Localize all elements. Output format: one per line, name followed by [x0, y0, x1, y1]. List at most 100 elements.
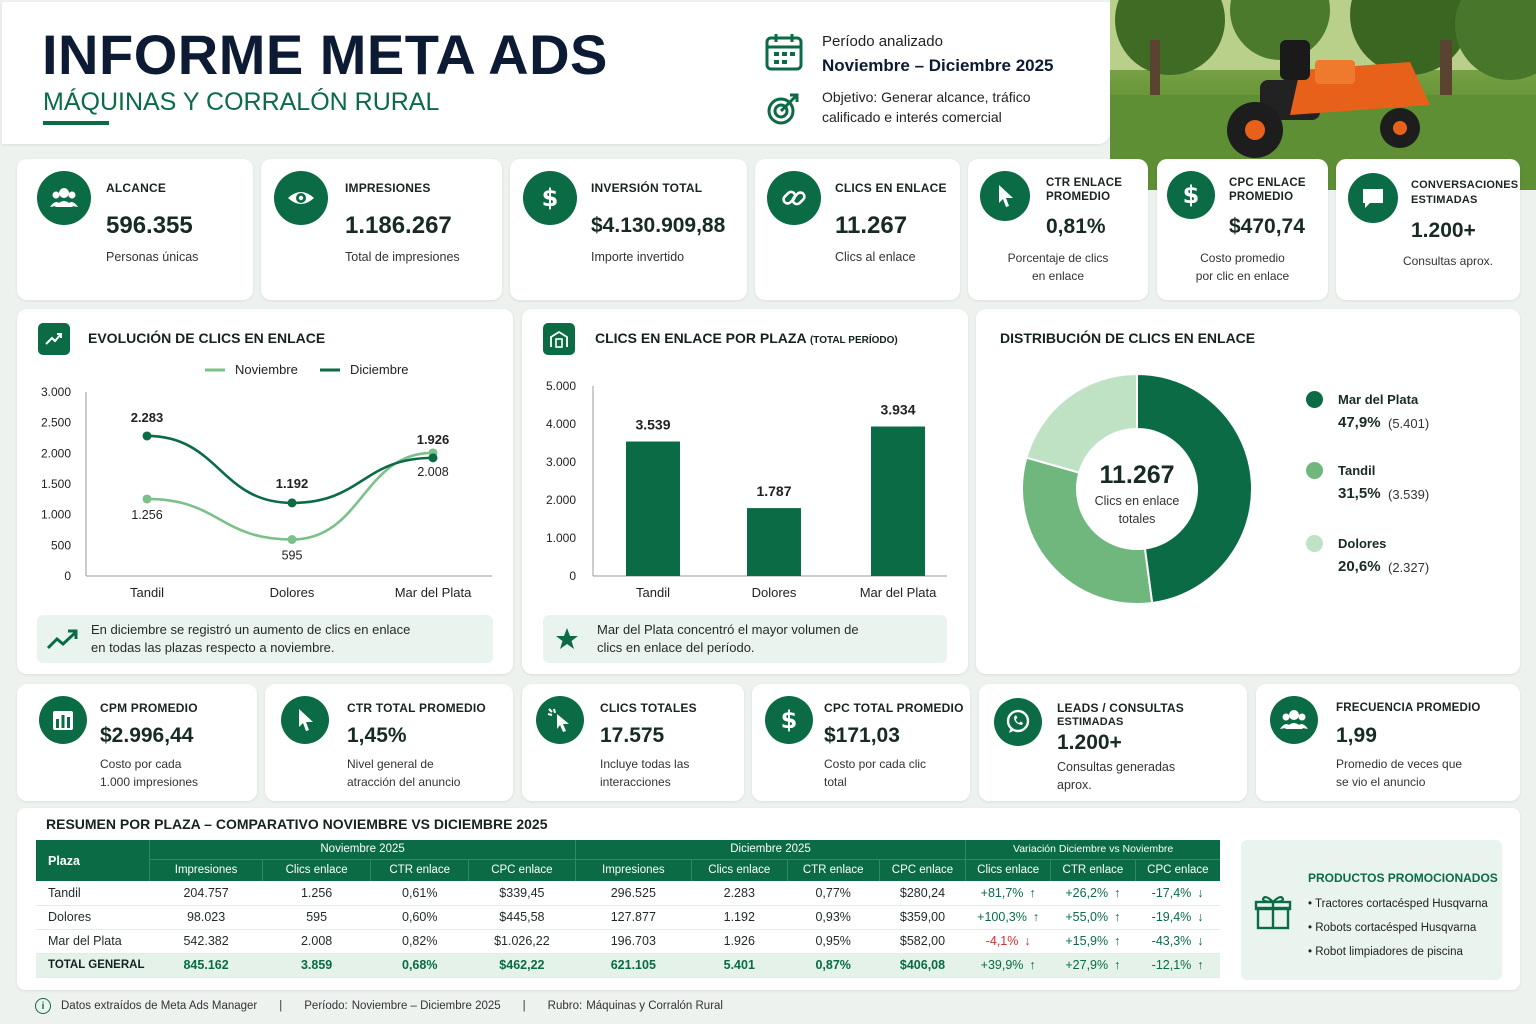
bar-note-2: clics en enlace del período. [597, 640, 755, 655]
kpi-label-1: LEADS / CONSULTAS [1057, 701, 1184, 715]
svg-text:$: $ [781, 706, 798, 734]
variation-cell: +15,9% ↑ [1050, 929, 1136, 954]
y-tick-label: 0 [569, 569, 576, 583]
arrow-down-icon: ↓ [1197, 934, 1204, 948]
kpi-label-1: CPC ENLACE [1229, 177, 1306, 189]
footer-sep-1: | [279, 1000, 283, 1012]
arrow-down-icon: ↓ [1024, 934, 1031, 948]
table-cell: 196.703 [575, 929, 692, 954]
legend-label: Noviembre [235, 362, 298, 377]
table-cell: 621.105 [575, 953, 692, 978]
data-label: 1.926 [417, 432, 450, 447]
legend-pct: 47,9% [1338, 414, 1381, 431]
table-cell: 1.256 [262, 881, 371, 906]
x-tick-label: Dolores [752, 585, 797, 600]
table-cell: $339,45 [468, 881, 576, 906]
table-cell: $445,58 [468, 905, 576, 930]
table-cell: 204.757 [149, 881, 263, 906]
legend-item: Tandil 31,5% (3.539) [1306, 460, 1506, 510]
table-cell: 0,95% [787, 929, 880, 954]
variation-cell: +81,7% ↑ [965, 881, 1051, 906]
bar-tandil [626, 441, 680, 576]
bar-title-suffix: (TOTAL PERÍODO) [809, 335, 898, 346]
table-cell: 98.023 [149, 905, 263, 930]
products-box: PRODUCTOS PROMOCIONADOS • Tractores cort… [1241, 840, 1502, 980]
table-cell: 0,87% [787, 953, 880, 978]
kpi-label: CTR TOTAL PROMEDIO [347, 701, 486, 715]
kpi-card-ctr-enlace: CTR ENLACE PROMEDIO 0,81% Porcentaje de … [968, 159, 1148, 300]
y-tick-label: 1.000 [41, 508, 71, 522]
cell-plaza: TOTAL GENERAL [36, 953, 150, 978]
table-cell: 0,68% [370, 953, 469, 978]
data-point [142, 494, 152, 504]
sub-header: Clics enlace [691, 859, 788, 881]
legend-dot [1306, 391, 1323, 408]
kpi-card-conversaciones: CONVERSACIONES ESTIMADAS 1.200+ Consulta… [1336, 159, 1520, 300]
donut-chart-card: DISTRIBUCIÓN DE CLICS EN ENLACE 11.267 C… [976, 309, 1520, 674]
kpi-desc-1: Nivel general de [347, 757, 434, 771]
kpi-card-frecuencia: FRECUENCIA PROMEDIO 1,99 Promedio de vec… [1256, 684, 1520, 801]
legend-label: Diciembre [350, 362, 409, 377]
table-cell: $1.026,22 [468, 929, 576, 954]
y-tick-label: 5.000 [546, 379, 576, 393]
data-point [287, 498, 297, 508]
header-card: INFORME META ADS MÁQUINAS Y CORRALÓN RUR… [2, 2, 1110, 144]
y-tick-label: 0 [64, 569, 71, 583]
y-tick-label: 1.500 [41, 477, 71, 491]
kpi-desc-1: Costo por cada [100, 757, 182, 771]
kpi-value: 17.575 [600, 724, 665, 747]
line-chart-card: EVOLUCIÓN DE CLICS EN ENLACE 0 500 1.000 1.… [17, 309, 513, 674]
table-cell: 1.192 [691, 905, 788, 930]
sub-header: CPC enlace [468, 859, 576, 881]
donut-legend: Mar del Plata 47,9% (5.401) Tandil 31,5%… [1306, 389, 1506, 589]
data-label: 1.256 [131, 508, 162, 522]
footer-rubro-label: Rubro: [547, 1000, 583, 1012]
variation-value: -43,3% [1151, 934, 1192, 948]
kpi-value: 1.200+ [1057, 731, 1122, 754]
building-icon [543, 323, 575, 355]
table-cell: 595 [262, 905, 371, 930]
variation-value: +55,0% [1065, 910, 1109, 924]
kpi-label: CLICS EN ENLACE [835, 181, 947, 195]
col-plaza: Plaza [36, 840, 151, 881]
legend-name: Tandil [1338, 463, 1376, 478]
kpi-label-1: CONVERSACIONES [1411, 179, 1519, 191]
x-tick-label: Tandil [130, 585, 164, 600]
kpi-value: 1,99 [1336, 724, 1377, 747]
svg-text:$: $ [1183, 181, 1200, 209]
legend-dot [1306, 462, 1323, 479]
table-cell: 3.859 [262, 953, 371, 978]
sub-header: Clics enlace [262, 859, 372, 881]
legend-pct: 20,6% [1338, 558, 1381, 575]
kpi-label: IMPRESIONES [345, 181, 431, 195]
arrow-up-icon: ↑ [1114, 910, 1121, 924]
legend-count: (2.327) [1388, 560, 1430, 575]
table-cell: $582,00 [879, 929, 966, 954]
kpi-label: CPM PROMEDIO [100, 701, 198, 715]
bar-chart-title: CLICS EN ENLACE POR PLAZA (TOTAL PERÍODO… [595, 330, 898, 346]
variation-cell: -19,4% ↓ [1135, 905, 1220, 930]
info-icon: i [35, 998, 51, 1014]
table-cell: 296.525 [575, 881, 692, 906]
kpi-desc-2: aprox. [1057, 778, 1092, 792]
kpi-label: CPC TOTAL PROMEDIO [824, 701, 964, 715]
sub-header: Impresiones [149, 859, 263, 881]
donut-center-label1: Clics en enlace [1094, 494, 1180, 508]
variation-cell: +100,3% ↑ [965, 905, 1051, 930]
variation-value: +39,9% [980, 958, 1024, 972]
kpi-value: $4.130.909,88 [591, 214, 726, 237]
product-item: • Tractores cortacésped Husqvarna [1308, 898, 1488, 910]
kpi-card-cpc-enlace: $ CPC ENLACE PROMEDIO $470,74 Costo prom… [1157, 159, 1328, 300]
objective-line1: Objetivo: Generar alcance, tráfico [822, 89, 1031, 105]
kpi-label: INVERSIÓN TOTAL [591, 181, 703, 195]
variation-value: -12,1% [1151, 958, 1192, 972]
kpi-value: $470,74 [1229, 215, 1305, 238]
x-tick-label: Mar del Plata [395, 585, 472, 600]
dollar-icon: $ [765, 696, 813, 744]
arrow-up-icon: ↑ [1029, 885, 1036, 900]
legend-dot [1306, 535, 1323, 552]
kpi-value: 1,45% [347, 724, 407, 747]
kpi-card-cpm: CPM PROMEDIO $2.996,44 Costo por cada 1.… [17, 684, 257, 801]
slice-mar-del-plata [1136, 372, 1253, 605]
line-chart-svg: 0 500 1.000 1.500 2.000 2.500 3.000 Tandil Dolor… [41, 362, 492, 600]
